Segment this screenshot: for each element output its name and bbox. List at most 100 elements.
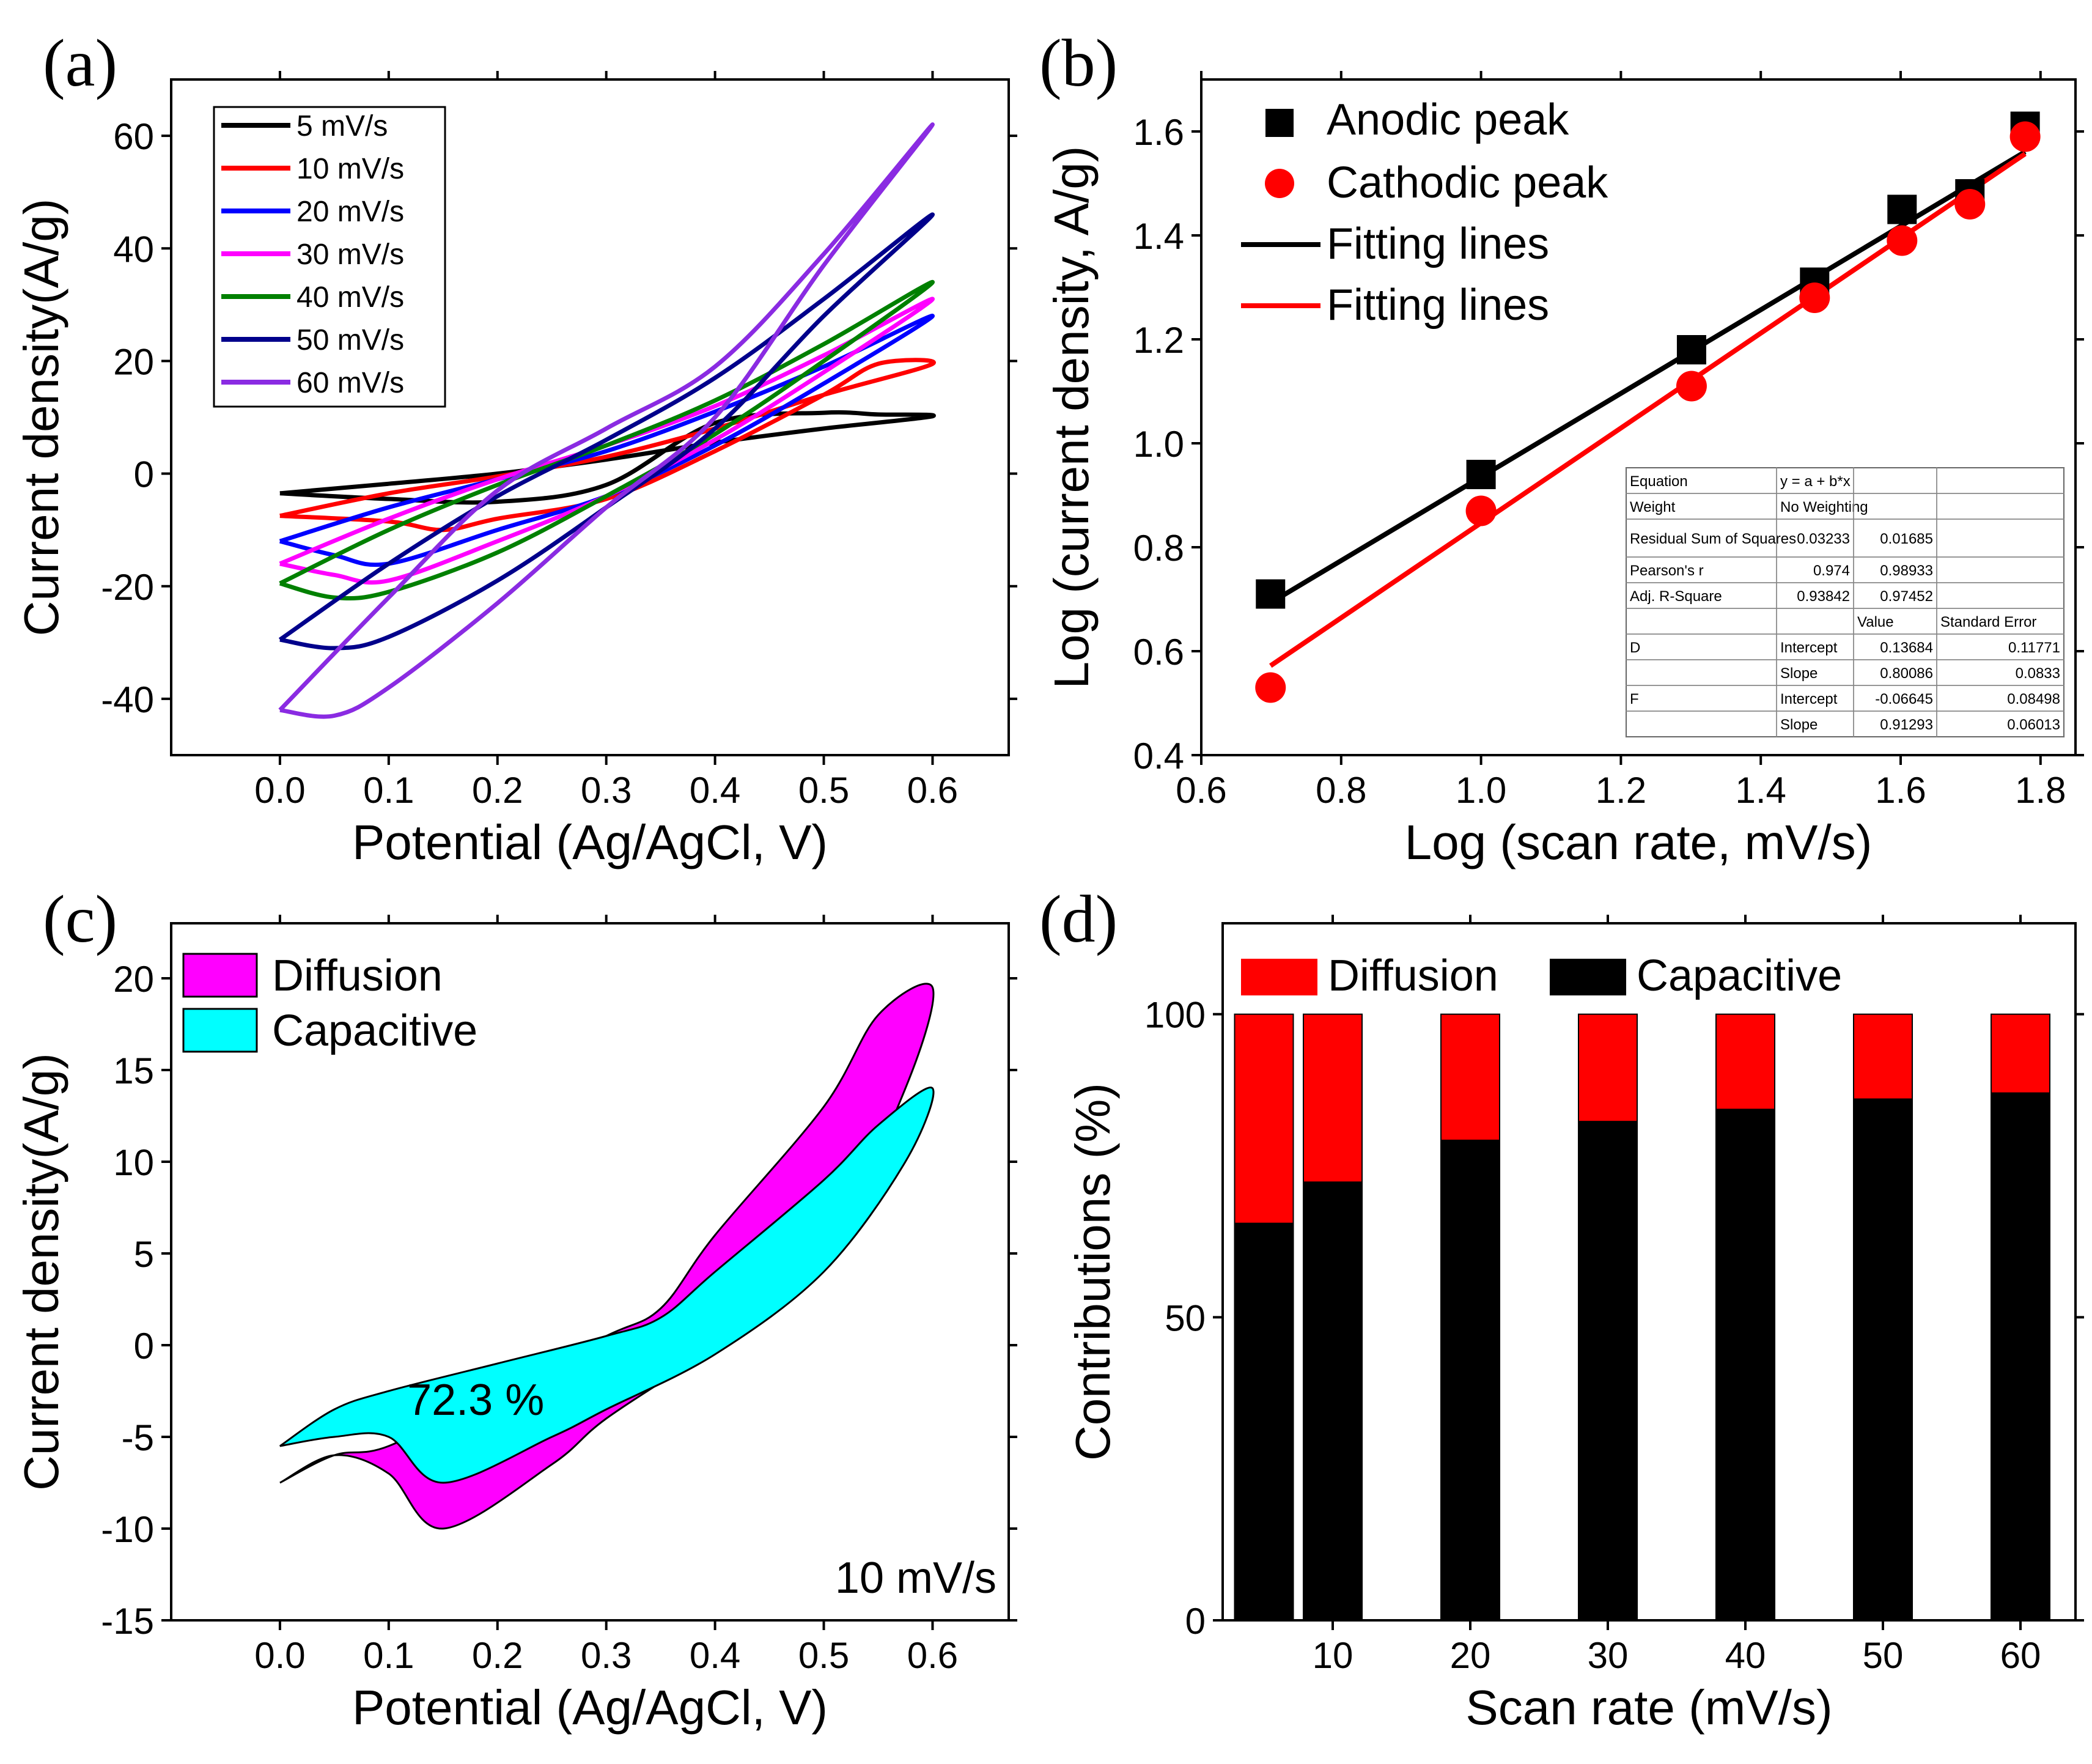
fit-table-text: 0.97452 <box>1880 588 1933 605</box>
legend-label: Capacitive <box>1637 951 1842 1000</box>
bar-capacitive <box>1440 1139 1500 1621</box>
y-tick-label: 10 <box>113 1142 154 1183</box>
cathodic-point <box>1799 282 1830 313</box>
bar-capacitive <box>1991 1092 2050 1621</box>
y-tick-label: 0.6 <box>1133 632 1184 673</box>
legend-label: 20 mV/s <box>296 196 404 228</box>
y-tick-label: 40 <box>113 229 154 270</box>
x-tick-label: 0.6 <box>907 1635 958 1676</box>
plot-frame <box>1221 922 2077 1622</box>
y-tick-label: -5 <box>122 1417 154 1458</box>
fit-table-cell <box>1936 710 2064 737</box>
bar-diffusion <box>1853 1013 1913 1100</box>
legend-swatch-capacitive <box>182 1008 258 1053</box>
x-tick-label: 1.0 <box>1456 770 1506 811</box>
bar-diffusion <box>1303 1013 1363 1183</box>
bar-capacitive <box>1303 1181 1363 1622</box>
legend-label: 60 mV/s <box>296 367 404 399</box>
scan-rate-label: 10 mV/s <box>835 1554 996 1603</box>
legend-label: Fitting lines <box>1327 220 1549 268</box>
cv-curve-60-mV-s <box>278 122 935 719</box>
cv-curve-50-mV-s <box>278 212 935 651</box>
x-axis-title: Potential (Ag/AgCl, V) <box>352 1680 828 1735</box>
anodic-point <box>1256 579 1286 609</box>
y-tick-label: 0 <box>134 1326 154 1367</box>
panel-a: (a) 0.0 0.1 0.2 0.3 0.4 0.5 0.6 -40 -20 0 20 40 60 Po… <box>14 26 1017 869</box>
y-tick-label: 1.2 <box>1133 320 1184 361</box>
x-tick-label: 0.1 <box>363 770 414 811</box>
bar-capacitive <box>1234 1222 1294 1621</box>
y-axis-title: Current density(A/g) <box>14 199 68 637</box>
cathodic-point <box>1954 189 1986 220</box>
cathodic-point <box>2009 121 2041 152</box>
x-tick-label: 0.2 <box>472 1635 523 1676</box>
x-tick-label: 1.2 <box>1596 770 1646 811</box>
legend-swatch-cathodic <box>1265 169 1294 198</box>
legend-label: Cathodic peak <box>1327 158 1608 207</box>
x-tick-label: 0.6 <box>907 770 958 811</box>
fit-table-text: 0.08498 <box>2007 691 2060 707</box>
capacitive-area <box>279 1087 935 1484</box>
legend-label: 40 mV/s <box>296 281 404 314</box>
y-tick-label: 60 <box>113 116 154 157</box>
legend-swatch-capacitive <box>1550 959 1626 995</box>
panel-d: (d) 10 20 30 40 50 60 0 50 100 Scan rate (mV/s) Co… <box>1039 882 2084 1735</box>
y-tick-label: 0.4 <box>1133 736 1184 777</box>
cathodic-point <box>1255 672 1286 703</box>
x-tick-label: 0.6 <box>1176 770 1226 811</box>
fit-table-text: 0.93842 <box>1797 588 1850 605</box>
fit-table-text: Slope <box>1780 665 1818 682</box>
y-tick-label: 15 <box>113 1050 154 1091</box>
plot-frame <box>1200 78 2077 756</box>
x-tick-label: 0.5 <box>798 770 849 811</box>
x-tick-label: 30 <box>1588 1635 1629 1676</box>
cathodic-point <box>1676 371 1707 402</box>
fit-table-text: Adj. R-Square <box>1630 588 1722 605</box>
x-tick-label: 0.2 <box>472 770 523 811</box>
anodic-point <box>1466 460 1496 489</box>
x-tick-label: 1.4 <box>1735 770 1786 811</box>
legend-swatch-diffusion <box>182 953 258 998</box>
bar-diffusion <box>1991 1013 2050 1094</box>
x-tick-label: 0.5 <box>798 1635 849 1676</box>
y-tick-label: 20 <box>113 341 154 382</box>
x-tick-label: 10 <box>1313 1635 1354 1676</box>
cathodic-point <box>1465 495 1497 526</box>
y-tick-label: 0 <box>134 454 154 495</box>
bar-capacitive <box>1715 1109 1775 1621</box>
fit-table-text: 0.98933 <box>1880 563 1933 579</box>
x-tick-label: 40 <box>1725 1635 1766 1676</box>
fit-table-text: No Weighting <box>1780 499 1868 515</box>
legend-label: 30 mV/s <box>296 238 404 271</box>
panel-a-label: (a) <box>43 26 117 100</box>
bar-diffusion <box>1715 1013 1775 1110</box>
y-tick-label: 1.6 <box>1133 112 1184 153</box>
x-tick-label: 0.4 <box>690 770 740 811</box>
x-tick-label: 0.0 <box>254 1635 305 1676</box>
fit-table-text: y = a + b*x <box>1780 473 1851 490</box>
bar-capacitive <box>1853 1098 1913 1621</box>
x-tick-label: 50 <box>1863 1635 1904 1676</box>
panel-b-label: (b) <box>1039 26 1118 100</box>
bar-capacitive <box>1578 1121 1638 1621</box>
legend-swatch-anodic <box>1265 109 1294 137</box>
x-tick-label: 0.1 <box>363 1635 414 1676</box>
x-tick-label: 1.8 <box>2015 770 2066 811</box>
fit-table-text: 0.0833 <box>2016 665 2060 682</box>
fit-table-text: 0.06013 <box>2007 717 2060 733</box>
legend-label: Fitting lines <box>1327 281 1549 330</box>
legend-label: Capacitive <box>272 1006 477 1055</box>
x-tick-label: 0.8 <box>1316 770 1366 811</box>
x-tick-label: 0.4 <box>690 1635 740 1676</box>
cv-curve-30-mV-s <box>279 297 935 585</box>
fit-table-text: Intercept <box>1780 691 1838 707</box>
legend-box <box>213 106 446 408</box>
y-tick-label: 100 <box>1144 995 1206 1036</box>
plot-frame <box>170 78 1010 756</box>
bar-diffusion <box>1440 1013 1500 1141</box>
x-tick-label: 20 <box>1450 1635 1491 1676</box>
y-tick-label: 20 <box>113 959 154 1000</box>
legend-label: 5 mV/s <box>296 110 388 142</box>
fit-table-text: 0.11771 <box>2008 640 2060 656</box>
